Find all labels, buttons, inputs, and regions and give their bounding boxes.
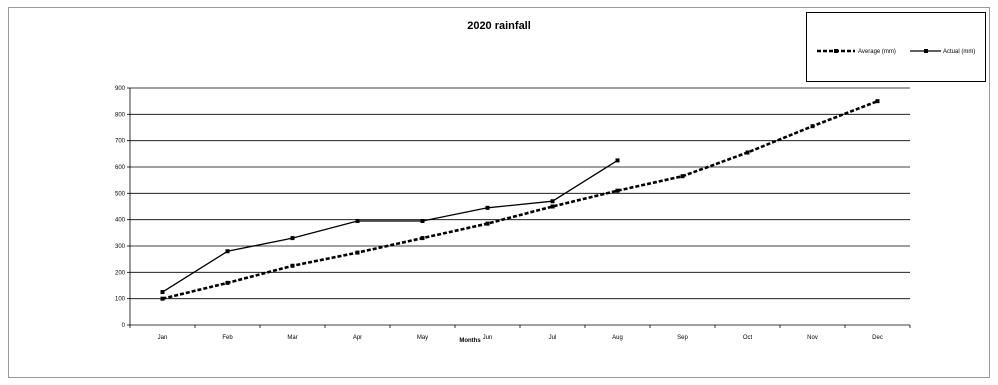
data-point-actual [160, 290, 165, 295]
data-point-average [810, 124, 815, 129]
x-tick-label: Apr [353, 335, 362, 341]
series-line-average [162, 99, 878, 300]
chart-title: 2020 rainfall [467, 20, 531, 32]
legend-actual-label: Actual (mm) [943, 49, 975, 55]
y-tick-label: 900 [115, 86, 126, 92]
data-point-average [875, 99, 880, 104]
data-point-average [485, 221, 490, 226]
data-point-actual [225, 249, 230, 254]
x-tick-label: Jul [549, 335, 557, 341]
legend-average-label: Average (mm) [858, 49, 896, 55]
y-tick-label: 0 [122, 323, 126, 329]
series-line-actual [162, 159, 618, 293]
data-point-average [420, 236, 425, 241]
data-point-average [290, 263, 295, 268]
data-point-average [160, 296, 165, 301]
y-tick-label: 100 [115, 297, 126, 303]
y-tick-label: 600 [115, 165, 126, 171]
x-tick-label: Feb [222, 335, 233, 341]
y-tick-label: 500 [115, 191, 126, 197]
data-point-average [745, 150, 750, 155]
x-tick-label: Dec [872, 335, 883, 341]
data-point-actual [615, 158, 620, 163]
x-tick-label: Mar [287, 335, 297, 341]
x-tick-label: May [417, 335, 428, 341]
data-point-average [225, 280, 230, 285]
x-axis-title: Months [459, 338, 481, 344]
x-tick-label: Nov [807, 335, 818, 341]
x-tick-label: Oct [743, 335, 753, 341]
y-tick-label: 400 [115, 218, 126, 224]
y-tick-label: 700 [115, 139, 126, 145]
data-point-actual [355, 218, 360, 223]
data-point-actual [420, 218, 425, 223]
data-point-actual [290, 236, 295, 241]
y-tick-label: 200 [115, 270, 126, 276]
data-point-actual [550, 199, 555, 204]
x-tick-label: Sep [677, 335, 688, 341]
data-point-actual [485, 205, 490, 210]
x-tick-label: Jun [483, 335, 493, 341]
x-tick-label: Jan [158, 335, 168, 341]
data-point-average [615, 188, 620, 193]
data-point-average [355, 250, 360, 255]
x-tick-label: Aug [612, 335, 623, 341]
legend: Average (mm) Actual (mm) [806, 12, 986, 82]
y-tick-label: 800 [115, 112, 126, 118]
data-point-average [550, 204, 555, 209]
data-point-average [680, 174, 685, 179]
y-tick-label: 300 [115, 244, 126, 250]
